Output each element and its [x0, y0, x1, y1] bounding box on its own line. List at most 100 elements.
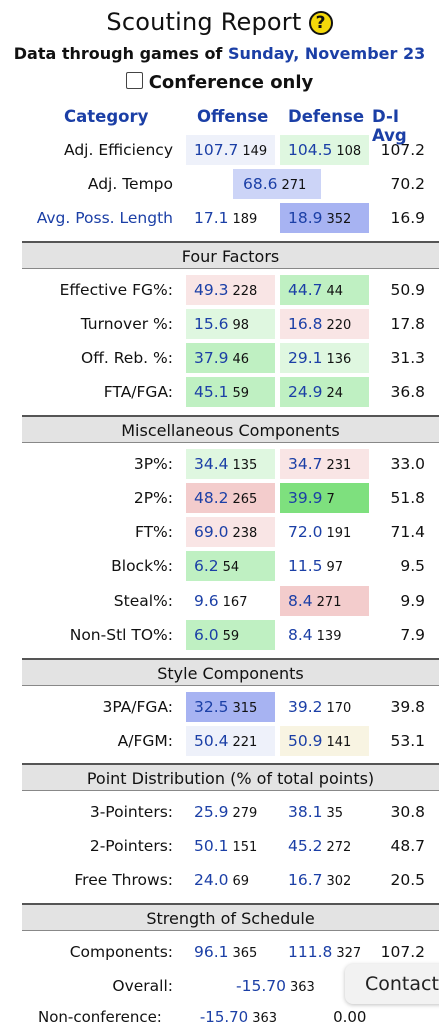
- row-non-conference-rank: 363: [252, 1011, 278, 1026]
- column-header-category[interactable]: Category: [64, 107, 149, 126]
- row-free-throws-defense-value[interactable]: 16.7: [288, 871, 323, 889]
- row-off-reb-pct-offense: 37.9 46: [186, 343, 275, 373]
- row-3-pointers-offense: 25.9 279: [186, 797, 275, 827]
- row-steal-pct-defense-value[interactable]: 8.4: [288, 592, 313, 610]
- row-block-pct-offense-value[interactable]: 6.2: [194, 557, 219, 575]
- section-point-distribution: Point Distribution (% of total points): [22, 763, 439, 791]
- help-icon[interactable]: ?: [308, 11, 333, 35]
- row-block-pct-offense: 6.2 54: [186, 551, 275, 581]
- row-free-throws-offense-rank: 69: [232, 874, 250, 889]
- row-non-stl-to-pct-offense-value[interactable]: 6.0: [194, 626, 219, 644]
- conference-only-checkbox[interactable]: [125, 72, 143, 89]
- row-adj-tempo-tempo: 68.6 271: [233, 169, 321, 199]
- row-steal-pct-offense-value[interactable]: 9.6: [194, 592, 219, 610]
- row-adj-efficiency-offense-value[interactable]: 107.7: [194, 141, 239, 159]
- row-3-pointers-defense-value[interactable]: 38.1: [288, 803, 323, 821]
- column-header-offense[interactable]: Offense: [197, 107, 269, 126]
- row-fta-fga-offense-value[interactable]: 45.1: [194, 383, 229, 401]
- row-sos-components-offense-value[interactable]: 96.1: [194, 943, 229, 961]
- date-prefix: Data through games of: [13, 44, 223, 63]
- row-turnover-pct-defense-value[interactable]: 16.8: [288, 315, 323, 333]
- section-strength-of-schedule: Strength of Schedule: [22, 903, 439, 931]
- row-2p-pct-defense-value[interactable]: 39.9: [288, 489, 323, 507]
- row-avg-poss-length-offense-value[interactable]: 17.1: [194, 209, 229, 227]
- column-header-defense[interactable]: Defense: [288, 107, 365, 126]
- row-ft-pct-offense: 69.0 238: [186, 517, 275, 547]
- row-off-reb-pct-defense-value[interactable]: 29.1: [288, 349, 323, 367]
- row-turnover-pct-defense-rank: 220: [326, 318, 352, 333]
- row-turnover-pct-offense: 15.6 98: [186, 309, 275, 339]
- row-ft-pct-avg: 71.4: [390, 523, 425, 541]
- row-block-pct-defense-value[interactable]: 11.5: [288, 557, 323, 575]
- row-3p-pct-defense-value[interactable]: 34.7: [288, 455, 323, 473]
- row-2p-pct-offense-rank: 265: [232, 492, 258, 507]
- row-sos-overall-value: -15.70 363: [228, 971, 338, 1001]
- section-misc-components: Miscellaneous Components: [22, 415, 439, 443]
- row-non-stl-to-pct-defense-value[interactable]: 8.4: [288, 626, 313, 644]
- row-non-stl-to-pct-offense-rank: 59: [222, 629, 240, 644]
- row-ft-pct-defense: 72.0 191: [280, 517, 369, 547]
- row-2-pointers-defense-value[interactable]: 45.2: [288, 837, 323, 855]
- row-a-fgm-defense: 50.9 141: [280, 726, 369, 756]
- row-a-fgm-offense-value[interactable]: 50.4: [194, 732, 229, 750]
- row-3pa-fga-offense-rank: 315: [232, 701, 258, 716]
- row-non-conference-value[interactable]: -15.70: [199, 1008, 249, 1026]
- row-free-throws-defense-rank: 302: [326, 874, 352, 889]
- conference-only-label: Conference only: [148, 72, 314, 93]
- row-a-fgm-defense-value[interactable]: 50.9: [288, 732, 323, 750]
- contact-button[interactable]: Contact: [345, 964, 439, 1004]
- date-link[interactable]: Sunday, November 23: [227, 44, 426, 63]
- row-3p-pct-offense: 34.4 135: [186, 449, 275, 479]
- row-3-pointers-offense-value[interactable]: 25.9: [194, 803, 229, 821]
- row-3p-pct-defense: 34.7 231: [280, 449, 369, 479]
- row-3pa-fga-defense-value[interactable]: 39.2: [288, 698, 323, 716]
- row-ft-pct-label: FT%:: [134, 523, 173, 541]
- row-a-fgm-defense-rank: 141: [326, 735, 352, 750]
- row-sos-components-avg: 107.2: [380, 943, 425, 961]
- row-adj-efficiency-offense-rank: 149: [242, 144, 268, 159]
- row-turnover-pct-offense-value[interactable]: 15.6: [194, 315, 229, 333]
- row-avg-poss-length-defense-value[interactable]: 18.9: [288, 209, 323, 227]
- row-free-throws-offense-value[interactable]: 24.0: [194, 871, 229, 889]
- row-3pa-fga-offense-value[interactable]: 32.5: [194, 698, 229, 716]
- row-2p-pct-defense: 39.9 7: [280, 483, 369, 513]
- row-turnover-pct: Turnover %: 15.6 98 16.8 220 17.8: [0, 309, 439, 339]
- row-fta-fga-offense: 45.1 59: [186, 377, 275, 407]
- row-a-fgm-offense-rank: 221: [232, 735, 258, 750]
- row-3p-pct-offense-rank: 135: [232, 458, 258, 473]
- conference-only-toggle[interactable]: Conference only: [0, 72, 439, 93]
- row-turnover-pct-offense-rank: 98: [232, 318, 250, 333]
- page-title: Scouting Report: [106, 8, 302, 36]
- row-off-reb-pct-avg: 31.3: [390, 349, 425, 367]
- row-effective-fg-offense-value[interactable]: 49.3: [194, 281, 229, 299]
- row-2p-pct-offense-value[interactable]: 48.2: [194, 489, 229, 507]
- row-fta-fga-defense-value[interactable]: 24.9: [288, 383, 323, 401]
- column-header-avg: D-I Avg: [372, 107, 407, 145]
- row-free-throws-label: Free Throws:: [74, 871, 173, 889]
- row-2-pointers-label: 2-Pointers:: [89, 837, 173, 855]
- row-adj-tempo-tempo-value[interactable]: 68.6: [243, 175, 278, 193]
- row-off-reb-pct-defense: 29.1 136: [280, 343, 369, 373]
- row-adj-efficiency: Adj. Efficiency 107.7 149 104.5 108 107.2: [0, 135, 439, 165]
- row-ft-pct-offense-value[interactable]: 69.0: [194, 523, 229, 541]
- row-off-reb-pct-offense-value[interactable]: 37.9: [194, 349, 229, 367]
- row-2-pointers: 2-Pointers: 50.1 151 45.2 272 48.7: [0, 831, 439, 861]
- row-avg-poss-length-label[interactable]: Avg. Poss. Length: [36, 209, 173, 227]
- row-avg-poss-length-avg: 16.9: [390, 209, 425, 227]
- row-adj-efficiency-label: Adj. Efficiency: [64, 141, 173, 159]
- row-3pa-fga-offense: 32.5 315: [186, 692, 275, 722]
- row-3p-pct-offense-value[interactable]: 34.4: [194, 455, 229, 473]
- row-a-fgm-offense: 50.4 221: [186, 726, 275, 756]
- row-fta-fga-defense: 24.9 24: [280, 377, 369, 407]
- row-2-pointers-offense-rank: 151: [232, 840, 258, 855]
- row-adj-efficiency-defense-value[interactable]: 104.5: [288, 141, 333, 159]
- row-turnover-pct-label: Turnover %:: [80, 315, 173, 333]
- row-sos-overall-value-value[interactable]: -15.70: [236, 977, 286, 995]
- row-sos-components-defense-value[interactable]: 111.8: [288, 943, 333, 961]
- row-effective-fg-defense-value[interactable]: 44.7: [288, 281, 323, 299]
- row-ft-pct-defense-value[interactable]: 72.0: [288, 523, 323, 541]
- row-sos-components-offense: 96.1 365: [186, 937, 275, 967]
- row-2p-pct-avg: 51.8: [390, 489, 425, 507]
- row-2-pointers-offense-value[interactable]: 50.1: [194, 837, 229, 855]
- row-3p-pct-label: 3P%:: [133, 455, 173, 473]
